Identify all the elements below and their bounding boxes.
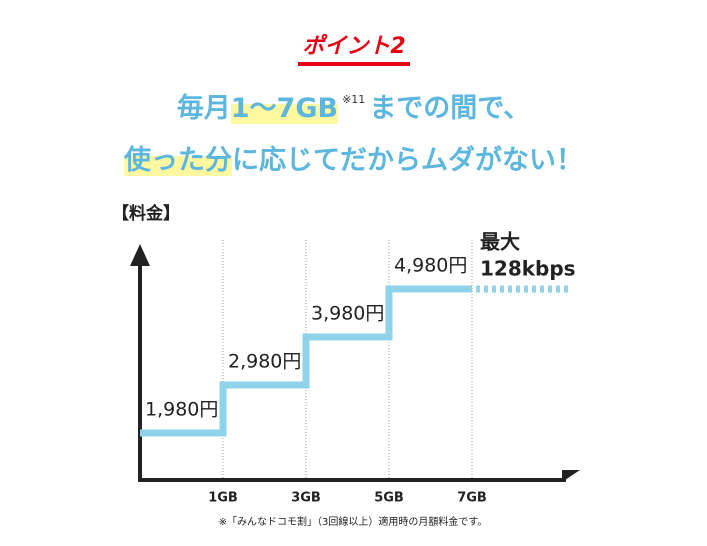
headline-text: までの間で、	[369, 93, 531, 124]
headline-1: 毎月1〜7GB ※11 までの間で、	[0, 86, 707, 125]
value-label: 1,980円	[145, 398, 218, 420]
value-label: 3,980円	[311, 302, 384, 324]
headline-note: ※11	[342, 93, 366, 106]
x-tick-label: 1GB	[208, 491, 238, 506]
headline-text: 毎月	[176, 93, 231, 124]
value-label: 4,980円	[394, 254, 467, 276]
headline-highlight: 1〜7GB	[230, 93, 339, 124]
x-tick-label: 7GB	[457, 491, 487, 506]
headline-highlight: 使った分	[124, 145, 232, 176]
y-axis-arrow	[130, 244, 150, 266]
headline-2: 使った分に応じてだからムダがない！	[0, 138, 707, 177]
annotation: 最大	[480, 230, 520, 254]
x-tick-label: 3GB	[291, 491, 321, 506]
headline-text: に応じてだからムダがない！	[232, 145, 583, 176]
y-axis-label: 【料金】	[112, 203, 180, 224]
value-label: 2,980円	[228, 350, 301, 372]
footnote: ※「みんなドコモ割」（3回線以上）適用時の月額料金です。	[219, 515, 488, 528]
x-tick-label: 5GB	[374, 491, 404, 506]
badge: ポイント2	[298, 28, 410, 66]
x-axis-arrow	[562, 470, 580, 482]
annotation: 128kbps	[480, 257, 576, 281]
